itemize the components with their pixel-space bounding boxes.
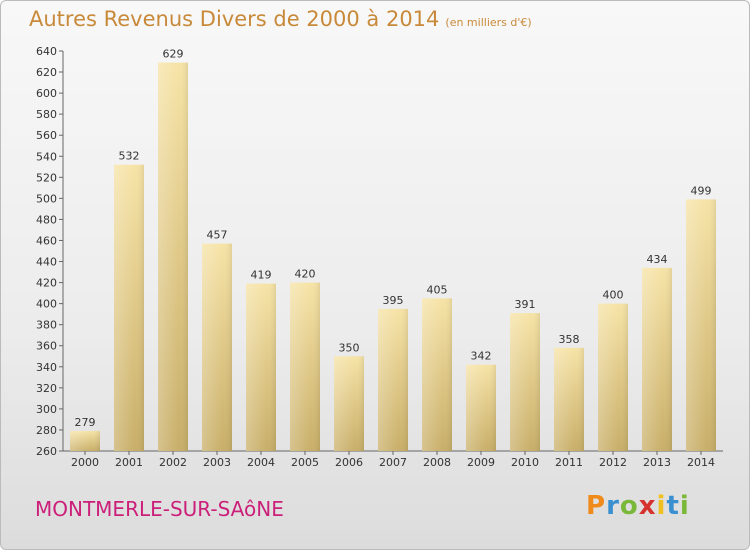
bar-shade bbox=[466, 364, 496, 451]
axes: 260 280 300 320 340 360 380 400 420 440 460 480 500 5… bbox=[36, 45, 723, 469]
y-tick-label: 360 bbox=[36, 340, 57, 353]
data-label: 532 bbox=[119, 150, 140, 163]
y-tick-label: 600 bbox=[36, 87, 57, 100]
town-name: MONTMERLE-SUR-SAôNE bbox=[35, 497, 284, 521]
logo-letter: P bbox=[586, 491, 607, 521]
logo-letter: o bbox=[619, 491, 639, 521]
y-tick-label: 300 bbox=[36, 403, 57, 416]
bar-shade bbox=[642, 267, 672, 451]
x-tick-label: 2014 bbox=[687, 456, 715, 469]
y-tick-label: 440 bbox=[36, 256, 57, 269]
y-tick-label: 280 bbox=[36, 424, 57, 437]
logo-letter: x bbox=[638, 491, 657, 521]
x-tick-label: 2001 bbox=[115, 456, 143, 469]
bar-shade bbox=[422, 298, 452, 451]
x-tick-label: 2003 bbox=[203, 456, 231, 469]
bar-shade bbox=[290, 282, 320, 451]
x-tick-label: 2002 bbox=[159, 456, 187, 469]
x-tick-label: 2006 bbox=[335, 456, 363, 469]
y-tick-label: 460 bbox=[36, 234, 57, 247]
data-label: 629 bbox=[163, 48, 184, 61]
y-tick-label: 520 bbox=[36, 171, 57, 184]
logo-letter: i bbox=[679, 491, 690, 521]
data-label: 420 bbox=[295, 268, 316, 281]
data-label: 342 bbox=[471, 350, 492, 363]
data-label: 499 bbox=[691, 184, 712, 197]
x-tick-label: 2007 bbox=[379, 456, 407, 469]
data-label: 391 bbox=[515, 298, 536, 311]
data-label: 434 bbox=[647, 253, 668, 266]
proxiti-logo: Proxiti bbox=[586, 491, 690, 521]
bar-shade bbox=[158, 62, 188, 451]
x-tick-label: 2008 bbox=[423, 456, 451, 469]
y-tick-label: 500 bbox=[36, 192, 57, 205]
logo-letter: i bbox=[656, 491, 667, 521]
bar-shade bbox=[510, 313, 540, 451]
y-tick-label: 620 bbox=[36, 66, 57, 79]
logo-letter: r bbox=[606, 491, 620, 521]
bar-shade bbox=[246, 283, 276, 451]
data-label: 419 bbox=[251, 269, 272, 282]
bar-shade bbox=[686, 199, 716, 451]
x-tick-label: 2005 bbox=[291, 456, 319, 469]
bar-shade bbox=[202, 243, 232, 451]
data-label: 457 bbox=[207, 229, 228, 242]
x-tick-label: 2009 bbox=[467, 456, 495, 469]
data-label: 400 bbox=[603, 289, 624, 302]
data-label: 395 bbox=[383, 294, 404, 307]
bar-shade bbox=[598, 303, 628, 451]
data-labels: 279 532 629 457 419 420 350 395 405 342 391 358 400 4… bbox=[75, 48, 712, 429]
x-tick-label: 2012 bbox=[599, 456, 627, 469]
y-tick-label: 400 bbox=[36, 298, 57, 311]
bar-shade bbox=[114, 164, 144, 451]
y-tick-label: 560 bbox=[36, 129, 57, 142]
y-tick-label: 340 bbox=[36, 361, 57, 374]
logo-letter: t bbox=[666, 491, 680, 521]
y-tick-label: 420 bbox=[36, 277, 57, 290]
y-tick-label: 540 bbox=[36, 150, 57, 163]
x-tick-label: 2010 bbox=[511, 456, 539, 469]
chart-unit: (en milliers d'€) bbox=[445, 16, 532, 29]
chart-title: Autres Revenus Divers de 2000 à 2014 bbox=[29, 7, 440, 31]
bar-shade bbox=[334, 356, 364, 451]
x-tick-label: 2013 bbox=[643, 456, 671, 469]
x-tick-label: 2004 bbox=[247, 456, 275, 469]
y-tick-label: 320 bbox=[36, 382, 57, 395]
y-tick-label: 260 bbox=[36, 445, 57, 458]
x-tick-label: 2000 bbox=[71, 456, 99, 469]
bar-shade bbox=[554, 347, 584, 451]
bar-shade bbox=[70, 431, 100, 451]
y-tick-label: 640 bbox=[36, 45, 57, 58]
y-tick-label: 480 bbox=[36, 213, 57, 226]
x-tick-label: 2011 bbox=[555, 456, 583, 469]
bar-shade bbox=[378, 308, 408, 451]
y-tick-label: 380 bbox=[36, 319, 57, 332]
title-row: Autres Revenus Divers de 2000 à 2014 (en … bbox=[29, 7, 532, 31]
data-label: 405 bbox=[427, 283, 448, 296]
data-label: 279 bbox=[75, 416, 96, 429]
y-tick-label: 580 bbox=[36, 108, 57, 121]
bars bbox=[70, 62, 716, 451]
data-label: 350 bbox=[339, 341, 360, 354]
data-label: 358 bbox=[559, 333, 580, 346]
